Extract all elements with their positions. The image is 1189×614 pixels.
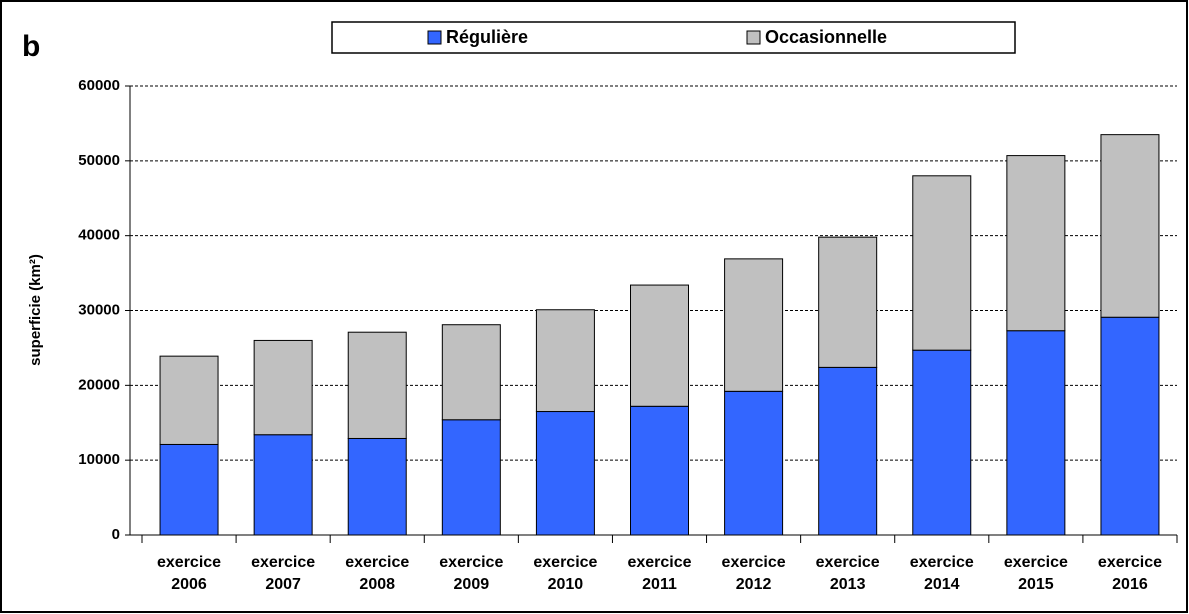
y-axis-label: superficie (km²) <box>27 254 44 366</box>
y-tick-label: 10000 <box>78 451 120 468</box>
bar-segment <box>535 411 595 536</box>
bar-segment <box>347 331 407 439</box>
bar-segment <box>441 324 501 421</box>
bar-segment <box>912 349 972 536</box>
y-tick-label: 30000 <box>78 301 120 318</box>
x-tick-label: exercice 2006 <box>157 554 222 593</box>
y-tick-label: 50000 <box>78 152 120 169</box>
bar-segment <box>441 419 501 536</box>
bar-segment <box>818 366 878 536</box>
y-tick-label: 0 <box>112 526 120 543</box>
bar-segment <box>724 390 784 536</box>
bar-segment <box>253 434 313 536</box>
x-tick-label: exercice 2015 <box>1003 554 1068 593</box>
bar-segment <box>630 284 689 407</box>
bar-segment <box>724 258 784 392</box>
bar-segment <box>159 355 219 445</box>
panel-label: b <box>22 30 40 63</box>
x-tick-label: exercice 2010 <box>533 554 598 593</box>
bar-segment <box>1006 330 1066 536</box>
x-tick-label: exercice 2008 <box>345 554 410 593</box>
bar-segment <box>1006 155 1066 332</box>
bar-segment <box>630 405 689 536</box>
x-tick-label: exercice 2011 <box>627 554 692 593</box>
legend-swatch <box>746 30 761 45</box>
bar-segment <box>159 443 219 536</box>
bar-segment <box>1100 316 1160 536</box>
legend-box <box>331 21 1016 54</box>
legend-label: Régulière <box>446 27 528 47</box>
legend-swatch <box>427 30 442 45</box>
x-tick-label: exercice 2012 <box>721 554 786 593</box>
y-tick-label: 20000 <box>78 376 120 393</box>
bar-segment <box>818 236 878 368</box>
bar-segment <box>347 437 407 536</box>
y-tick-label: 40000 <box>78 227 120 244</box>
bar-segment <box>1100 134 1160 318</box>
x-tick-label: exercice 2007 <box>251 554 316 593</box>
bar-segment <box>253 339 313 436</box>
x-tick-label: exercice 2013 <box>815 554 880 593</box>
x-tick-label: exercice 2009 <box>439 554 504 593</box>
bar-segment <box>535 309 595 413</box>
legend-label: Occasionnelle <box>765 27 887 47</box>
y-tick-label: 60000 <box>78 77 120 94</box>
x-tick-label: exercice 2014 <box>909 554 974 593</box>
bar-segment <box>912 175 972 351</box>
x-tick-label: exercice 2016 <box>1097 554 1162 593</box>
